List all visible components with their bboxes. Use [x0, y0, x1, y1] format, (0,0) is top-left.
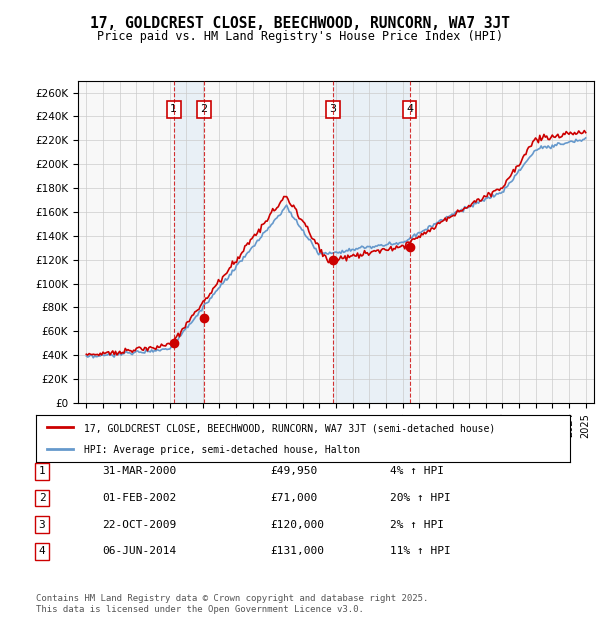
Text: 17, GOLDCREST CLOSE, BEECHWOOD, RUNCORN, WA7 3JT: 17, GOLDCREST CLOSE, BEECHWOOD, RUNCORN,… [90, 16, 510, 30]
Text: 06-JUN-2014: 06-JUN-2014 [102, 546, 176, 556]
Text: 31-MAR-2000: 31-MAR-2000 [102, 466, 176, 476]
Text: 2% ↑ HPI: 2% ↑ HPI [390, 520, 444, 529]
Text: 11% ↑ HPI: 11% ↑ HPI [390, 546, 451, 556]
Text: Contains HM Land Registry data © Crown copyright and database right 2025.
This d: Contains HM Land Registry data © Crown c… [36, 595, 428, 614]
Text: 3: 3 [38, 520, 46, 529]
Text: £131,000: £131,000 [270, 546, 324, 556]
Text: £120,000: £120,000 [270, 520, 324, 529]
Text: £49,950: £49,950 [270, 466, 317, 476]
Text: 17, GOLDCREST CLOSE, BEECHWOOD, RUNCORN, WA7 3JT (semi-detached house): 17, GOLDCREST CLOSE, BEECHWOOD, RUNCORN,… [84, 423, 496, 433]
Text: 2: 2 [38, 493, 46, 503]
Text: Price paid vs. HM Land Registry's House Price Index (HPI): Price paid vs. HM Land Registry's House … [97, 30, 503, 43]
Text: 20% ↑ HPI: 20% ↑ HPI [390, 493, 451, 503]
Text: 2: 2 [200, 104, 208, 114]
Text: 1: 1 [38, 466, 46, 476]
Text: 01-FEB-2002: 01-FEB-2002 [102, 493, 176, 503]
Text: 4: 4 [406, 104, 413, 114]
Bar [174, 81, 204, 403]
Bar [332, 81, 410, 403]
Text: £71,000: £71,000 [270, 493, 317, 503]
Text: 4: 4 [38, 546, 46, 556]
Text: 4% ↑ HPI: 4% ↑ HPI [390, 466, 444, 476]
Text: 1: 1 [170, 104, 177, 114]
Text: HPI: Average price, semi-detached house, Halton: HPI: Average price, semi-detached house,… [84, 445, 360, 455]
Text: 22-OCT-2009: 22-OCT-2009 [102, 520, 176, 529]
Text: 3: 3 [329, 104, 336, 114]
